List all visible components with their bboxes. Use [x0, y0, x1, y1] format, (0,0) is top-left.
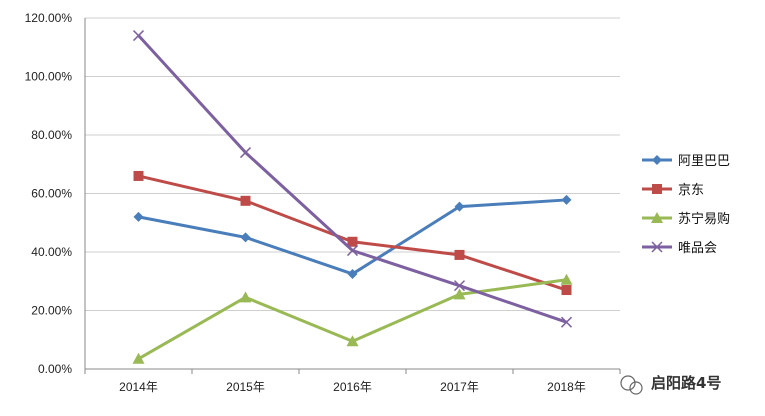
- data-point: [240, 195, 251, 206]
- data-point: [561, 194, 572, 205]
- series-line: [137, 278, 567, 361]
- data-point: [561, 285, 572, 296]
- data-point: [346, 245, 359, 257]
- marker-stroke: [453, 280, 466, 292]
- gridlines: [84, 17, 620, 370]
- data-point: [560, 316, 573, 328]
- legend-label: 苏宁易购: [678, 211, 730, 227]
- data-point: [453, 288, 466, 300]
- data-point: [239, 291, 252, 303]
- legend-item: 阿里巴巴: [642, 154, 730, 169]
- data-point: [560, 273, 573, 285]
- data-point: [347, 236, 358, 247]
- series-group: [132, 30, 573, 364]
- legend-marker: [652, 184, 662, 194]
- data-point: [133, 211, 144, 222]
- x-tick-label: 2015年: [226, 380, 265, 394]
- legend-marker: [651, 241, 663, 253]
- y-axis-ticks: 0.00% 20.00% 40.00% 60.00% 80.00% 100.00% 120.…: [25, 11, 73, 376]
- data-point: [454, 201, 465, 212]
- watermark-text: 启阳路4号: [651, 374, 721, 392]
- data-point: [240, 232, 251, 243]
- marker-stroke: [346, 245, 359, 257]
- wechat-icon: [620, 375, 643, 395]
- y-tick-label: 100.00%: [25, 70, 73, 84]
- legend-label: 阿里巴巴: [678, 154, 730, 169]
- y-tick-label: 60.00%: [31, 187, 72, 201]
- series-2: [133, 170, 572, 296]
- marker-stroke: [132, 30, 145, 42]
- marker-stroke: [560, 316, 573, 328]
- data-point: [347, 268, 358, 279]
- data-point: [132, 30, 145, 42]
- legend-marker: [651, 212, 663, 223]
- legend-label: 京东: [678, 183, 704, 198]
- x-tick-label: 2014年: [119, 380, 158, 394]
- marker-stroke: [239, 147, 252, 159]
- x-tick-label: 2016年: [333, 380, 372, 394]
- legend-item: 唯品会: [642, 241, 717, 256]
- data-point: [132, 352, 145, 364]
- data-point: [454, 249, 465, 260]
- marker-stroke: [651, 241, 663, 253]
- data-point: [239, 147, 252, 159]
- legend-item: 苏宁易购: [642, 211, 730, 227]
- series-4: [132, 30, 573, 328]
- y-tick-label: 0.00%: [38, 362, 72, 376]
- data-point: [346, 335, 359, 347]
- legend-label: 唯品会: [678, 241, 717, 256]
- x-tick-label: 2017年: [440, 380, 479, 394]
- y-tick-label: 80.00%: [31, 128, 72, 142]
- x-axis-ticks: 2014年 2015年 2016年 2017年 2018年: [84, 369, 621, 394]
- series-3: [132, 273, 573, 364]
- x-tick-label: 2018年: [547, 380, 586, 394]
- y-tick-label: 20.00%: [31, 304, 72, 318]
- legend-item: 京东: [642, 183, 704, 198]
- data-point: [453, 280, 466, 292]
- series-line: [137, 34, 567, 324]
- y-tick-label: 120.00%: [25, 11, 73, 25]
- data-point: [133, 170, 144, 181]
- watermark: 启阳路4号: [620, 374, 721, 395]
- legend-marker: [652, 155, 662, 165]
- series-1: [133, 194, 572, 279]
- y-tick-label: 40.00%: [31, 245, 72, 259]
